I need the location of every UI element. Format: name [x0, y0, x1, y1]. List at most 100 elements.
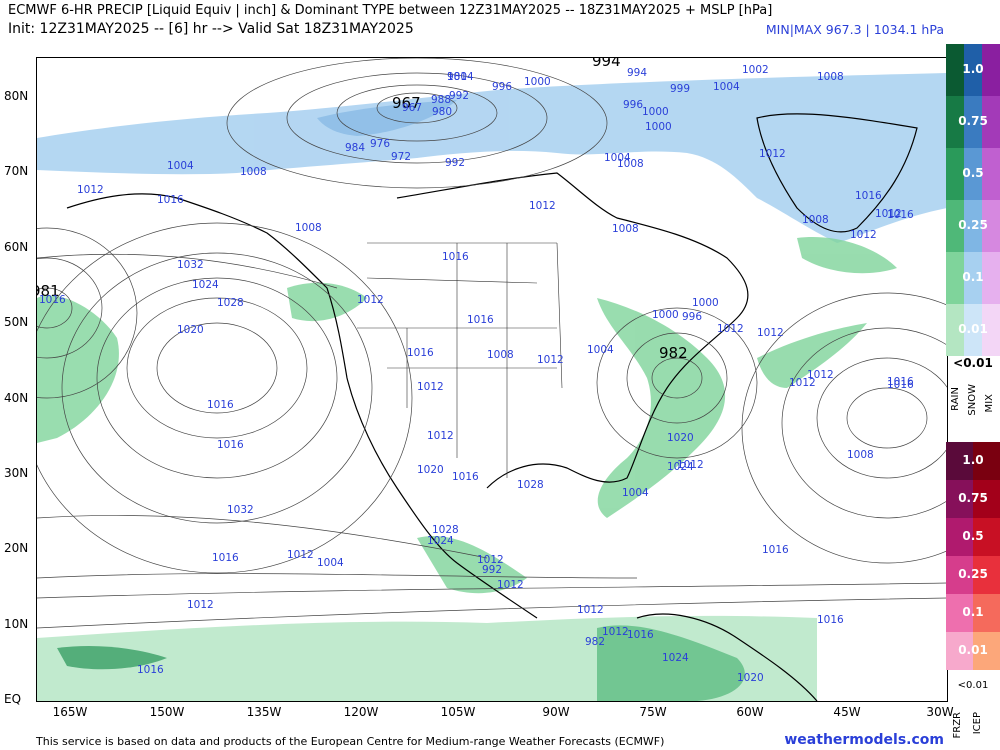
lon-label: 120W — [343, 705, 379, 719]
legend-swatch — [973, 480, 1000, 518]
chart-title: ECMWF 6-HR PRECIP [Liquid Equiv | inch] … — [8, 3, 773, 18]
isobar-label: 981 — [447, 71, 467, 83]
isobar-label: 1012 — [287, 549, 314, 561]
isobar-label: 1008 — [487, 349, 514, 361]
isobar-label: 1028 — [432, 524, 459, 536]
legend-swatch — [973, 594, 1000, 632]
isobar-label: 1012 — [187, 599, 214, 611]
legend-level-label: 0.01 — [958, 643, 988, 657]
lat-label: 80N — [4, 89, 29, 103]
isobar-label: 1020 — [417, 464, 444, 476]
legend-swatch — [946, 148, 964, 200]
isobar-label: 996 — [623, 99, 643, 111]
legend-level-label: 0.5 — [962, 529, 984, 543]
isobar-label: 1008 — [295, 222, 322, 234]
precip-legend: 1.0 0.75 0.5 0.25 0.1 0.01 <0.01 RAIN SNOW MI… — [946, 44, 1000, 750]
attribution-footer: This service is based on data and produc… — [36, 735, 665, 748]
isobar-label: 992 — [482, 564, 502, 576]
lon-label: 165W — [52, 705, 88, 719]
isobar-label: 1020 — [737, 672, 764, 684]
lat-label: 20N — [4, 541, 29, 555]
legend-swatch — [946, 594, 973, 632]
isobar-label: 1020 — [667, 432, 694, 444]
isobar-label: 1004 — [167, 160, 194, 172]
isobar-label: 1024 — [192, 279, 219, 291]
legend-level-label: 0.1 — [962, 270, 984, 284]
isobar-label: 1016 — [887, 379, 914, 391]
isobar-label: 1012 — [497, 579, 524, 591]
isobar-label: 1008 — [240, 166, 267, 178]
lat-label: 30N — [4, 466, 29, 480]
isobar-label: 1024 — [427, 535, 454, 547]
isobar-label: 1016 — [887, 209, 914, 221]
isobar-label: 1004 — [622, 487, 649, 499]
brand-link[interactable]: weathermodels.com — [784, 732, 944, 748]
legend-level-label: 0.5 — [962, 166, 984, 180]
isobar-label: 1012 — [577, 604, 604, 616]
isobar-label: 1032 — [227, 504, 254, 516]
isobar-label: 1016 — [212, 552, 239, 564]
map-canvas: 967 994 982 981 100499610009941002999100… — [0, 52, 1000, 702]
legend-swatch — [973, 556, 1000, 594]
isobar-label: 1012 — [357, 294, 384, 306]
isobar-label: 999 — [670, 83, 690, 95]
legend-level-label: 1.0 — [962, 62, 984, 76]
isobar-label: 1004 — [447, 71, 474, 83]
below-threshold-label: <0.01 — [953, 356, 993, 370]
isobar-label: 1002 — [742, 64, 769, 76]
legend-level-label: 0.25 — [958, 567, 988, 581]
legend-swatch — [946, 480, 973, 518]
isobar-label: 1012 — [789, 377, 816, 389]
legend-swatch — [964, 96, 982, 148]
legend-swatch — [946, 442, 973, 480]
isobar-label: 1008 — [847, 449, 874, 461]
isobar-label: 1000 — [692, 297, 719, 309]
isobar-label: 1020 — [177, 324, 204, 336]
isobar-label: 992 — [445, 157, 465, 169]
low-pressure-markers: 967 994 982 981 — [31, 52, 688, 362]
lon-label: 60W — [736, 705, 764, 719]
frzr-label: FRZR — [952, 712, 963, 739]
lat-label: 10N — [4, 617, 29, 631]
legend-swatch — [946, 200, 964, 252]
isobar-label: 1004 — [587, 344, 614, 356]
isobar-label: 1012 — [759, 148, 786, 160]
isobar-label: 1012 — [417, 381, 444, 393]
lat-label: 40N — [4, 391, 29, 405]
pressure-min-max: MIN|MAX 967.3 | 1034.1 hPa — [765, 22, 944, 37]
isobar-label: 984 — [345, 142, 365, 154]
forecast-map: 967 994 982 981 100499610009941002999100… — [0, 52, 1000, 702]
isobar-label: 972 — [391, 151, 411, 163]
legend-swatch — [946, 518, 973, 556]
lat-label: 60N — [4, 240, 29, 254]
isobar-label: 1000 — [524, 76, 551, 88]
icep-label: ICEP — [972, 712, 983, 735]
isobar-label: 1016 — [442, 251, 469, 263]
legend-swatch — [982, 252, 1000, 304]
isobar-label: 982 — [585, 636, 605, 648]
isobar-label: 1000 — [645, 121, 672, 133]
isobar-label: 1012 — [77, 184, 104, 196]
legend-swatch — [946, 44, 964, 96]
isobar-label: 1016 — [855, 190, 882, 202]
init-valid-line: Init: 12Z31MAY2025 -- [6] hr --> Valid S… — [8, 21, 414, 37]
isobar-label: 976 — [370, 138, 390, 150]
lon-label: 135W — [246, 705, 282, 719]
legend-swatch — [982, 148, 1000, 200]
mix-label: MIX — [984, 394, 995, 413]
legend-level-label: 0.1 — [962, 605, 984, 619]
isobar-label: 1016 — [467, 314, 494, 326]
isobar-label: 994 — [627, 67, 647, 79]
isobar-label: 1016 — [207, 399, 234, 411]
isobar-label: 1032 — [177, 259, 204, 271]
isobar-label: 1000 — [642, 106, 669, 118]
isobar-label: 1016 — [137, 664, 164, 676]
isobar-label: 1004 — [604, 152, 631, 164]
isobar-label: 1008 — [612, 223, 639, 235]
low-pressure-label: 981 — [37, 282, 60, 300]
legend-swatch — [964, 44, 982, 96]
rain-label: RAIN — [950, 387, 961, 411]
legend-level-label: 0.25 — [958, 218, 988, 232]
low-pressure-label: 982 — [659, 344, 688, 362]
